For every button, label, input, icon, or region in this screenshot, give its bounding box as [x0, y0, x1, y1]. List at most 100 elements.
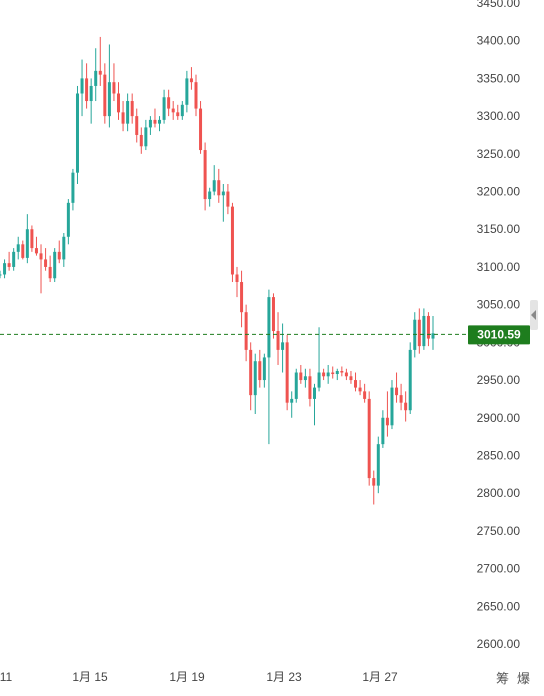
candle-body	[57, 251, 61, 260]
candle-body	[249, 349, 253, 396]
candle-body	[322, 372, 326, 377]
candle-body	[153, 119, 157, 124]
candle-body	[285, 342, 289, 403]
y-tick-label: 2950.00	[477, 373, 521, 387]
candle-body	[39, 253, 43, 260]
candle-body	[399, 395, 403, 403]
candle-body	[431, 333, 435, 339]
candle-body	[221, 191, 225, 196]
liquidation-button[interactable]: 爆	[516, 672, 530, 687]
candle-body	[194, 82, 198, 109]
candle-body	[130, 101, 134, 117]
candle-body	[217, 180, 221, 196]
y-tick-label: 3050.00	[477, 298, 521, 312]
candle-body	[185, 78, 189, 105]
y-tick-label: 2700.00	[477, 562, 521, 576]
y-tick-label: 2800.00	[477, 486, 521, 500]
candle-body	[294, 372, 298, 399]
candle-body	[21, 244, 25, 258]
candle-body	[85, 78, 89, 102]
candle-body	[103, 74, 107, 117]
x-tick-label: 11	[0, 670, 13, 684]
candle-body	[422, 315, 426, 347]
candle-body	[139, 134, 143, 147]
x-tick-label: 1月 27	[362, 670, 398, 684]
candle-body	[162, 97, 166, 120]
candle-body	[0, 274, 2, 276]
candle-body	[395, 387, 399, 396]
candle-body	[230, 206, 234, 275]
candle-body	[212, 180, 216, 192]
candle-body	[203, 150, 207, 200]
y-tick-label: 3200.00	[477, 185, 521, 199]
candle-body	[44, 259, 48, 267]
y-tick-label: 2750.00	[477, 524, 521, 538]
candle-body	[144, 127, 148, 147]
x-tick-label: 1月 15	[72, 670, 108, 684]
candle-body	[94, 70, 98, 86]
y-tick-label: 2850.00	[477, 448, 521, 462]
candle-body	[381, 417, 385, 445]
candle-body	[62, 236, 66, 260]
chip-distribution-button[interactable]: 筹	[495, 672, 509, 687]
candle-body	[367, 398, 371, 479]
y-tick-label: 3150.00	[477, 222, 521, 236]
candle-body	[189, 78, 193, 83]
candle-body	[121, 112, 125, 124]
candle-body	[126, 101, 130, 124]
current-price-badge: 3010.59	[468, 325, 530, 345]
candle-body	[3, 263, 7, 275]
candle-body	[244, 312, 248, 350]
y-tick-label: 3100.00	[477, 260, 521, 274]
candle-body	[404, 402, 408, 411]
candle-body	[385, 417, 389, 426]
candle-body	[135, 116, 139, 135]
candle-body	[308, 376, 312, 399]
candle-body	[107, 82, 111, 117]
x-axis: 11 1月 15 1月 19 1月 23 1月 27	[0, 670, 398, 684]
candle-body	[408, 349, 412, 411]
candle-body	[66, 202, 70, 237]
y-tick-label: 3300.00	[477, 109, 521, 123]
candle-body	[417, 319, 421, 347]
candle-body	[340, 371, 344, 373]
candle-body	[358, 387, 362, 392]
candle-body	[363, 391, 367, 399]
candle-body	[226, 191, 230, 207]
candle-body	[240, 282, 244, 313]
scale-drag-handle[interactable]	[530, 300, 538, 330]
candle-body	[75, 93, 79, 173]
bottom-toolbar: 筹 爆	[496, 668, 530, 687]
candle-body	[390, 387, 394, 426]
y-tick-label: 3250.00	[477, 147, 521, 161]
candle-body	[176, 112, 180, 117]
candle-body	[117, 93, 121, 113]
candle-body	[349, 376, 353, 381]
candle-body	[98, 70, 102, 75]
candle-body	[281, 342, 285, 350]
candle-body	[271, 297, 275, 332]
candle-body	[7, 263, 11, 267]
x-tick-label: 1月 23	[266, 670, 302, 684]
candle-body	[354, 380, 358, 388]
candle-body	[426, 315, 430, 339]
y-tick-label: 2650.00	[477, 599, 521, 613]
candle-body	[53, 251, 57, 279]
candle-body	[290, 398, 294, 403]
candle-body	[180, 104, 184, 117]
candle-body	[372, 478, 376, 486]
candle-body	[80, 78, 84, 94]
candle-body	[253, 361, 257, 396]
y-tick-label: 2600.00	[477, 637, 521, 651]
candle-body	[312, 387, 316, 399]
y-tick-label: 3450.00	[477, 0, 521, 10]
candle-body	[25, 229, 29, 258]
x-tick-label: 1月 19	[169, 670, 205, 684]
candle-body	[299, 372, 303, 381]
y-tick-label: 2900.00	[477, 411, 521, 425]
candle-body	[344, 372, 348, 377]
candle-body	[48, 266, 52, 279]
y-tick-label: 3400.00	[477, 34, 521, 48]
candle-body	[71, 172, 75, 203]
